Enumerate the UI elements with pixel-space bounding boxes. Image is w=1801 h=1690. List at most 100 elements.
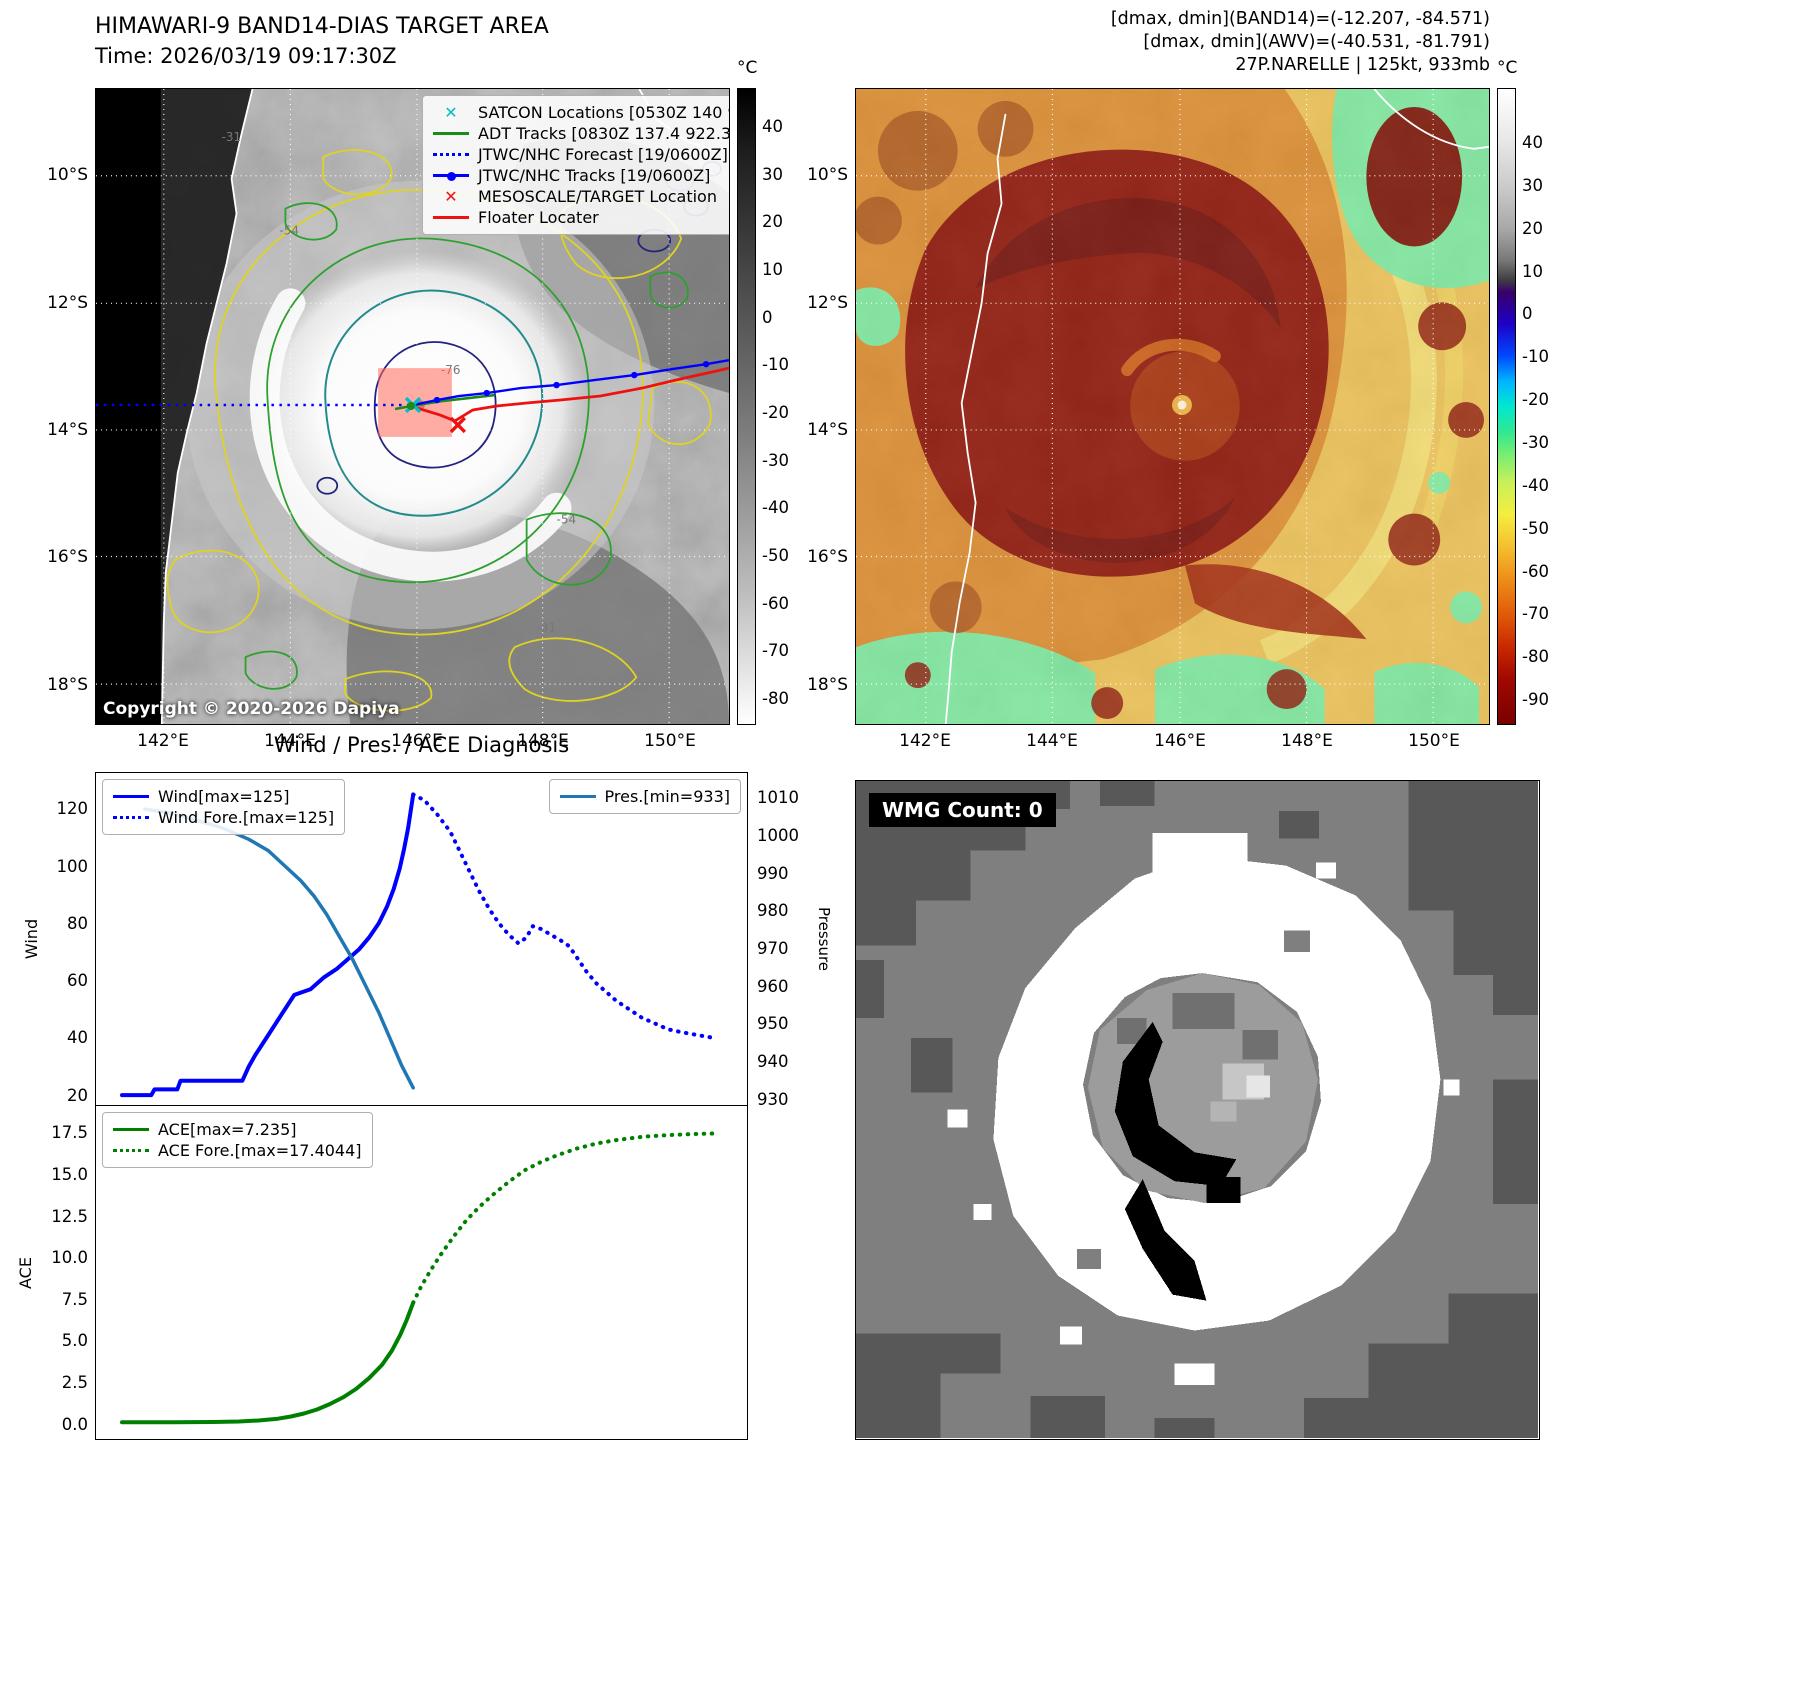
band14-colorbar-unit: °C [737,58,758,78]
awv-colorbar-tick: 20 [1522,218,1543,238]
cloud-texture [856,89,1489,724]
latlon-grid [96,89,729,724]
Pres.[min=933] [143,807,415,1090]
ace-axis-tick: 12.5 [51,1206,88,1226]
band14-colorbar-tick: 40 [762,117,783,136]
no-data-strip [96,89,161,724]
right-map-lat-tick: 14°S [807,420,848,440]
band14-colorbar-tick: -20 [762,403,789,422]
legend-item: ADT Tracks [0830Z 137.4 922.3] [433,123,729,144]
legend-label: Pres.[min=933] [604,787,730,806]
right-panel-header: [dmax, dmin](BAND14)=(-12.207, -84.571) … [890,8,1490,77]
wind-axis-tick: 120 [56,799,89,819]
awv-colorbar-tick: -30 [1522,432,1549,452]
awv-colorbar-tick: -90 [1522,690,1549,710]
awv-colorbar-tick: -10 [1522,347,1549,367]
right-map-lat-tick: 12°S [807,293,848,313]
legend-label: JTWC/NHC Forecast [19/0600Z] [478,145,728,164]
legend-label: JTWC/NHC Tracks [19/0600Z] [478,166,711,185]
legend-item: ACE Fore.[max=17.4044] [113,1140,362,1161]
track-point-marker [447,171,456,181]
solid-legend-marker [113,1128,149,1131]
coastline [160,89,254,724]
dmax-dmin-band14: [dmax, dmin](BAND14)=(-12.207, -84.571) [1110,9,1490,29]
svg-text:-54: -54 [557,513,577,527]
coastline-png [1373,89,1489,150]
dotted-legend-marker [113,816,149,819]
legend-item: ACE[max=7.235] [113,1119,362,1140]
right-map-lon-tick: 150°E [1408,731,1460,751]
legend-item: JTWC/NHC Tracks [19/0600Z] [433,165,729,186]
band14-colorbar-tick: 0 [762,307,773,327]
ace-axis-tick: 5.0 [61,1331,88,1351]
ace-axis-label: ACE [16,1257,35,1289]
left-panel-time: Time: 2026/03/19 09:17:30Z [95,44,397,68]
ace-plot [120,1131,716,1425]
right-map-lon-tick: 144°E [1026,731,1078,751]
line-dot-legend-marker [433,171,469,181]
solid-legend-marker [559,795,596,798]
storm-name-intensity: 27P.NARELLE | 125kt, 933mb [1235,55,1490,75]
dark-gray-patches [856,781,1538,1438]
svg-text:-31: -31 [222,130,242,144]
white-patches [947,832,1460,1386]
legend-item: ✕ SATCON Locations [0530Z 140 928] [433,102,729,123]
left-map-lon-tick: 150°E [644,731,696,751]
pressure-axis-tick: 940 [757,1051,789,1071]
pressure-axis-tick: 1000 [757,826,799,845]
jtwc-track-points [433,360,710,404]
legend-item: ✕ MESOSCALE/TARGET Location [433,186,729,207]
left-map-lat-tick: 10°S [47,165,88,185]
band14-colorbar-tick: -50 [762,546,789,565]
awv-colorbar-unit: °C [1497,58,1518,78]
left-panel-title: HIMAWARI-9 BAND14-DIAS TARGET AREA [95,14,549,39]
band14-colorbar-tick: -40 [762,498,789,518]
wmg-panel: WMG Count: 0 [855,780,1540,1440]
pressure-axis-label: Pressure [815,906,833,972]
right-map-lon-tick: 142°E [899,731,951,751]
x-legend-marker: ✕ [444,186,458,206]
pressure-axis-tick: 980 [757,901,789,921]
ace-axis-tick: 10.0 [51,1248,88,1268]
legend-label: ACE Fore.[max=17.4044] [158,1141,362,1160]
right-map-lon-tick: 146°E [1154,731,1206,751]
left-map-lat-tick: 14°S [47,420,88,440]
legend-label: ACE[max=7.235] [158,1120,297,1139]
legend-item: JTWC/NHC Forecast [19/0600Z] [433,144,729,165]
ACE[max=7.235] [120,1300,416,1425]
legend-item: Pres.[min=933] [559,786,730,807]
band14-colorbar-tick: -30 [762,450,789,470]
awv-colorbar-tick: -20 [1522,390,1549,410]
svg-text:-54: -54 [279,224,299,238]
gray-speckles [1077,930,1310,1269]
ACE Fore.[max=17.4044] [411,1131,716,1305]
wind-axis-tick: 100 [56,856,89,876]
contour-level-cold [324,289,544,517]
pressure-axis-tick: 960 [757,976,789,996]
ace-axis-tick: 15.0 [51,1164,88,1184]
pressure-axis-tick: 1010 [757,788,799,808]
solid-legend-marker [113,795,149,798]
legend-item: Wind[max=125] [113,786,334,807]
Wind Fore.[max=125] [411,792,716,1040]
legend-label: Floater Locater [478,208,599,227]
line-legend-marker [433,216,469,219]
legend-item: Floater Locater [433,207,729,228]
diagnosis-title: Wind / Pres. / ACE Diagnosis [273,733,570,757]
latlon-grid [856,89,1489,724]
right-map-lat-tick: 16°S [807,547,848,567]
left-map-lon-tick: 142°E [137,731,189,751]
legend-label: MESOSCALE/TARGET Location [478,187,717,206]
wind-axis-tick: 20 [67,1085,88,1105]
svg-text:-31: -31 [537,620,557,634]
wind-legend: Wind[max=125] Wind Fore.[max=125] [102,779,346,835]
pressure-axis-tick: 930 [757,1089,789,1109]
copyright-label: Copyright © 2020-2026 Dapiya [103,699,400,719]
right-map-lat-tick: 10°S [807,165,848,185]
wind-pressure-chart: Wind[max=125] Wind Fore.[max=125] Pres.[mi… [95,772,748,1106]
pressure-axis-tick: 950 [757,1014,789,1034]
wmg-count-label: WMG Count: 0 [869,793,1056,827]
band14-colorbar-tick: -10 [762,355,789,375]
awv-satellite-image [856,89,1489,724]
band14-colorbar-tick: -60 [762,593,789,613]
